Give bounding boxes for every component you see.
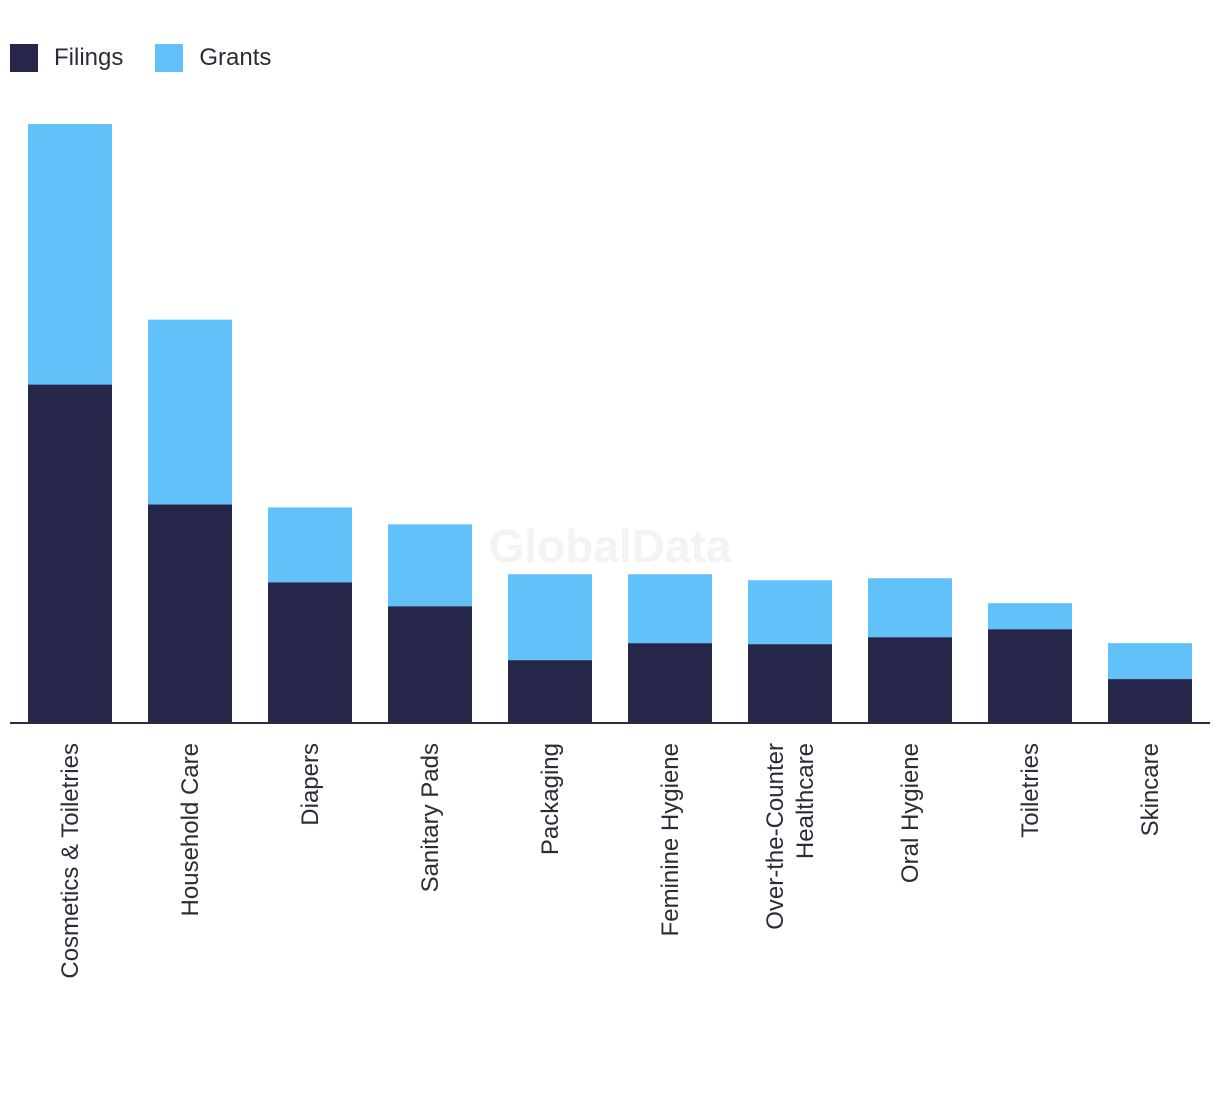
- x-tick-label-line: Packaging: [537, 743, 564, 855]
- x-tick-label-line: Feminine Hygiene: [657, 743, 684, 936]
- x-tick-label-toiletries: Toiletries: [1017, 743, 1044, 838]
- bar-filings-over-the-counter-healthcare[interactable]: [748, 644, 832, 723]
- x-tick-label-diapers: Diapers: [297, 743, 324, 826]
- x-tick-label-over-the-counter-healthcare: Over-the-Counter Healthcare: [762, 743, 819, 930]
- legend: Filings Grants: [10, 44, 303, 72]
- bar-filings-cosmetics-and-toiletries[interactable]: [28, 384, 112, 723]
- watermark-logo: GlobalData: [489, 520, 732, 572]
- bar-grants-skincare[interactable]: [1108, 643, 1192, 680]
- x-tick-label-line: Household Care: [177, 743, 204, 916]
- x-tick-label-line: Oral Hygiene: [897, 743, 924, 883]
- bar-filings-toiletries[interactable]: [988, 629, 1072, 723]
- bar-filings-household-care[interactable]: [148, 504, 232, 723]
- legend-swatch-grants: [155, 44, 184, 72]
- bar-grants-feminine-hygiene[interactable]: [628, 574, 712, 644]
- legend-swatch-filings: [10, 44, 38, 72]
- x-tick-label-line: Skincare: [1137, 743, 1164, 836]
- legend-item-grants[interactable]: Grants: [155, 44, 271, 72]
- x-tick-label-household-care: Household Care: [177, 743, 204, 916]
- bar-filings-packaging[interactable]: [508, 660, 592, 723]
- bar-grants-toiletries[interactable]: [988, 603, 1072, 630]
- bar-filings-diapers[interactable]: [268, 582, 352, 723]
- x-tick-label-oral-hygiene: Oral Hygiene: [897, 743, 924, 883]
- x-tick-label-skincare: Skincare: [1137, 743, 1164, 836]
- x-tick-label-line: Toiletries: [1017, 743, 1044, 838]
- bar-filings-feminine-hygiene[interactable]: [628, 643, 712, 723]
- bar-filings-sanitary-pads[interactable]: [388, 606, 472, 723]
- bar-grants-sanitary-pads[interactable]: [388, 524, 472, 607]
- bars-group: [28, 124, 1192, 723]
- x-tick-label-packaging: Packaging: [537, 743, 564, 855]
- bar-grants-oral-hygiene[interactable]: [868, 578, 952, 638]
- x-tick-label-line: Sanitary Pads: [417, 743, 444, 892]
- bar-grants-household-care[interactable]: [148, 319, 232, 505]
- bar-filings-skincare[interactable]: [1108, 679, 1192, 723]
- x-tick-label-line: Over-the-Counter: [762, 743, 789, 930]
- bar-grants-packaging[interactable]: [508, 574, 592, 661]
- x-tick-label-feminine-hygiene: Feminine Hygiene: [657, 743, 684, 936]
- x-tick-label-line: Cosmetics & Toiletries: [57, 743, 84, 979]
- x-tick-label-sanitary-pads: Sanitary Pads: [417, 743, 444, 892]
- x-axis-labels: Cosmetics & Toiletries Household Care Diap…: [57, 743, 1164, 979]
- bar-filings-oral-hygiene[interactable]: [868, 637, 952, 723]
- legend-item-filings[interactable]: Filings: [10, 44, 123, 72]
- bar-grants-over-the-counter-healthcare[interactable]: [748, 580, 832, 645]
- x-tick-label-line: Healthcare: [792, 743, 819, 859]
- x-tick-label-cosmetics-and-toiletries: Cosmetics & Toiletries: [57, 743, 84, 979]
- bar-grants-cosmetics-and-toiletries[interactable]: [28, 124, 112, 385]
- legend-label-grants: Grants: [199, 44, 272, 71]
- x-tick-label-line: Diapers: [297, 743, 324, 826]
- bar-grants-diapers[interactable]: [268, 507, 352, 583]
- legend-label-filings: Filings: [54, 44, 124, 71]
